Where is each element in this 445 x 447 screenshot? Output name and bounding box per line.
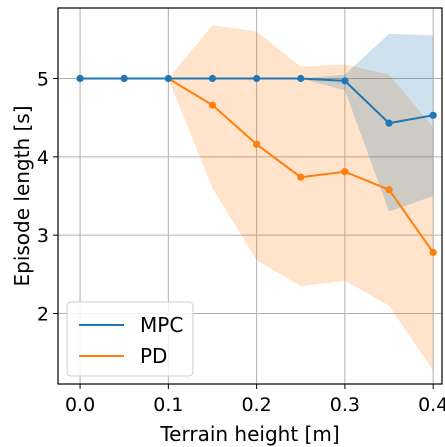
x-axis-ticks: 0.0 0.1 0.2 0.3 0.4 xyxy=(65,384,445,416)
legend-label-mpc: MPC xyxy=(140,313,183,337)
point-mpc xyxy=(385,119,393,127)
point-pd xyxy=(385,186,393,194)
y-axis-ticks: 2 3 4 5 xyxy=(37,69,58,326)
x-tick-label: 0.2 xyxy=(242,394,272,416)
x-axis-label: Terrain height [m] xyxy=(159,422,339,446)
point-mpc xyxy=(429,111,437,119)
point-mpc xyxy=(76,74,84,83)
x-tick-label: 0.3 xyxy=(330,394,360,416)
point-pd xyxy=(429,248,437,256)
point-mpc xyxy=(120,74,128,83)
x-tick-label: 0.1 xyxy=(153,394,183,416)
point-pd xyxy=(208,101,217,109)
x-tick-label: 0.4 xyxy=(418,394,445,416)
point-mpc xyxy=(297,74,305,83)
y-tick-label: 5 xyxy=(37,69,49,91)
y-tick-label: 3 xyxy=(37,225,49,247)
point-pd xyxy=(341,168,349,176)
point-pd xyxy=(297,173,305,181)
legend-label-pd: PD xyxy=(140,344,167,368)
legend-box xyxy=(66,301,194,377)
point-mpc xyxy=(341,77,349,85)
point-mpc xyxy=(253,74,261,83)
legend: MPC PD xyxy=(66,301,194,377)
y-tick-label: 4 xyxy=(37,147,49,169)
point-mpc xyxy=(164,74,172,83)
series-points xyxy=(76,74,437,256)
y-axis-label: Episode length [s] xyxy=(10,105,34,286)
band-pd xyxy=(80,25,434,371)
point-pd xyxy=(253,140,261,148)
y-tick-label: 2 xyxy=(37,304,49,326)
x-tick-label: 0.0 xyxy=(65,394,95,416)
plot-frame xyxy=(57,7,443,385)
point-mpc xyxy=(208,74,217,83)
